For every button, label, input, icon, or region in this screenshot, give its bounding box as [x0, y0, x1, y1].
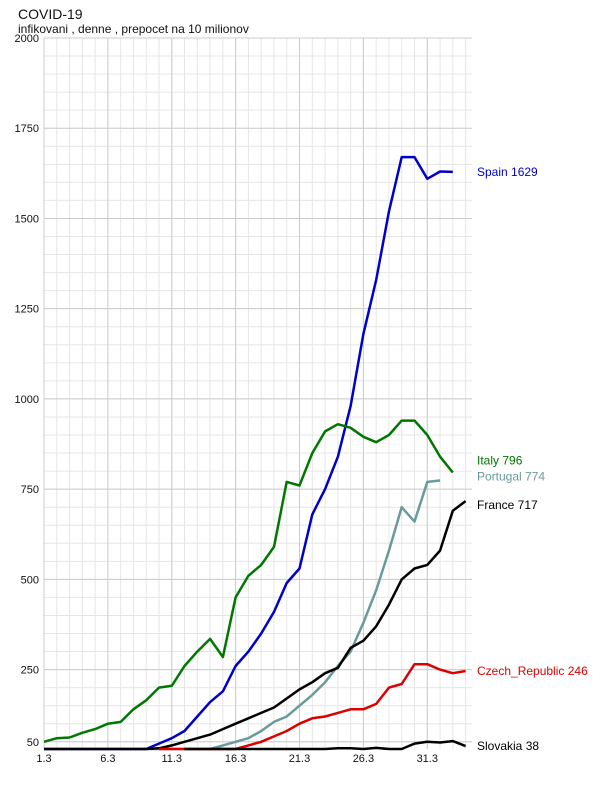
series-end-label-spain: Spain 1629: [477, 165, 538, 179]
x-tick-label: 11.3: [161, 753, 182, 765]
y-tick-label: 500: [21, 574, 39, 586]
y-tick-label: 1000: [15, 394, 39, 406]
y-axis-ticks: 50 250 500 750 1000 1250 1500 1750 2000: [15, 33, 39, 749]
series-lines: [43, 155, 467, 751]
y-tick-label: 1500: [15, 213, 39, 225]
series-line-italy: [43, 419, 454, 744]
x-axis-ticks: 1.3 6.3 11.3 16.3 21.3 26.3 31.3: [36, 753, 438, 765]
chart-subtitle: infikovani , denne , prepocet na 10 mili…: [18, 22, 249, 36]
series-end-label-czech-republic: Czech_Republic 246: [477, 664, 588, 678]
series-line-france: [44, 500, 467, 751]
y-tick-label: 1750: [15, 123, 39, 135]
y-tick-label: 250: [21, 665, 39, 677]
series-end-label-italy: Italy 796: [477, 454, 523, 468]
chart-title: COVID-19: [18, 6, 83, 22]
y-tick-label: 2000: [15, 33, 39, 45]
x-tick-label: 21.3: [289, 753, 310, 765]
series-end-label-france: France 717: [477, 498, 538, 512]
x-tick-label: 1.3: [36, 753, 51, 765]
x-tick-label: 31.3: [417, 753, 438, 765]
series-line-slovakia: [184, 739, 467, 751]
y-tick-label: 50: [27, 737, 39, 749]
series-end-label-portugal: Portugal 774: [477, 469, 545, 483]
x-tick-label: 26.3: [353, 753, 374, 765]
x-tick-label: 16.3: [225, 753, 246, 765]
y-tick-label: 1250: [15, 304, 39, 316]
x-tick-label: 6.3: [100, 753, 115, 765]
grid-major: [43, 37, 472, 749]
y-tick-label: 750: [21, 484, 39, 496]
series-end-label-slovakia: Slovakia 38: [477, 739, 539, 753]
